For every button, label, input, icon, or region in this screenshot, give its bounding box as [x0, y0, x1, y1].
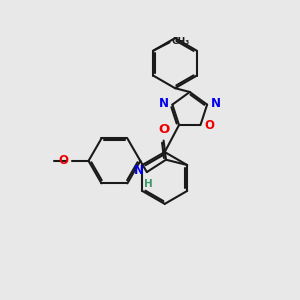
Text: CH₃: CH₃: [172, 37, 190, 46]
Text: O: O: [59, 154, 69, 167]
Text: H: H: [144, 178, 153, 189]
Text: N: N: [159, 97, 169, 110]
Text: N: N: [134, 164, 144, 177]
Text: O: O: [205, 118, 214, 131]
Text: O: O: [158, 123, 169, 136]
Text: N: N: [211, 97, 221, 110]
